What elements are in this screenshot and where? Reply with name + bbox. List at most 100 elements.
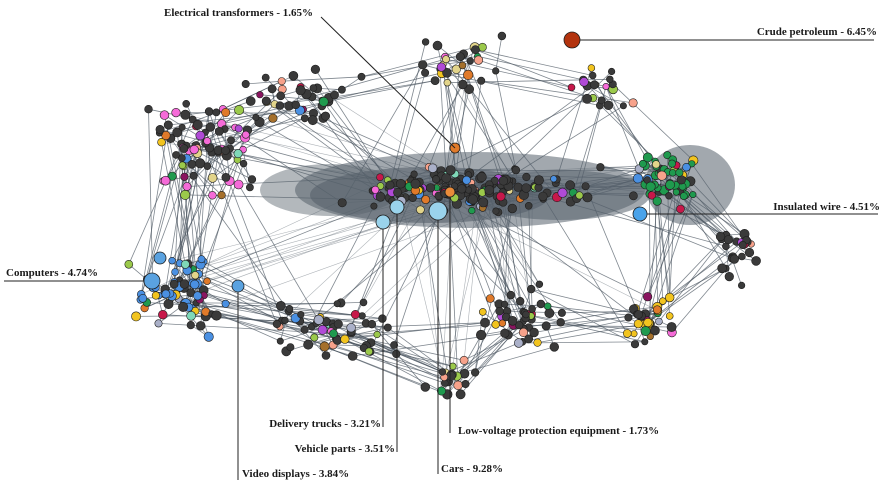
product-node <box>267 84 277 94</box>
product-node <box>459 355 469 365</box>
network-edge <box>196 302 338 305</box>
product-node <box>421 195 431 204</box>
product-node <box>737 281 746 290</box>
product-node <box>666 322 677 332</box>
network-edge <box>328 80 436 102</box>
product-node <box>596 163 605 172</box>
product-node <box>189 145 199 155</box>
network-edge <box>531 288 636 345</box>
product-node <box>471 368 480 377</box>
network-edge <box>159 129 231 149</box>
product-node <box>172 151 180 159</box>
product-node <box>633 319 643 329</box>
product-node <box>495 307 504 316</box>
product-node <box>214 126 224 136</box>
network-edge <box>669 268 727 298</box>
product-node <box>652 305 662 315</box>
product-node <box>715 231 726 242</box>
product-node <box>180 172 189 181</box>
product-node <box>358 312 366 320</box>
product-node <box>252 113 260 121</box>
product-node <box>467 194 478 205</box>
product-node <box>245 96 256 106</box>
product-node <box>492 207 500 215</box>
product-node <box>180 259 190 269</box>
product-node <box>550 175 558 183</box>
network-edge <box>399 192 448 395</box>
product-node <box>155 125 165 135</box>
product-node <box>285 304 294 313</box>
network-edge <box>148 109 154 288</box>
product-node <box>498 176 509 186</box>
product-node <box>496 191 506 202</box>
product-node <box>178 154 186 162</box>
product-node <box>196 321 206 331</box>
product-node <box>390 341 398 349</box>
product-node <box>647 191 657 200</box>
network-edge <box>428 47 476 168</box>
product-node <box>431 175 440 184</box>
product-node <box>458 79 468 90</box>
product-node <box>524 202 533 210</box>
product-node <box>665 312 674 320</box>
product-node <box>359 298 368 307</box>
product-node <box>468 207 476 215</box>
product-node <box>350 309 360 319</box>
product-node <box>212 108 221 117</box>
product-node <box>346 323 356 333</box>
product-node <box>672 188 680 196</box>
product-node <box>261 73 270 82</box>
product-node <box>395 178 406 189</box>
product-node <box>195 130 206 141</box>
product-node <box>167 171 177 181</box>
network-edge <box>328 80 436 99</box>
product-node <box>478 308 487 316</box>
label-text: Cars - 9.28% <box>441 463 503 475</box>
product-node <box>227 136 235 145</box>
label-insulated-wire: Insulated wire - 4.51% <box>647 201 880 215</box>
network-edge <box>725 246 730 277</box>
network-edge <box>140 124 169 300</box>
product-node <box>484 184 495 195</box>
product-node <box>151 291 160 300</box>
product-node <box>581 182 590 191</box>
product-node <box>190 279 200 290</box>
network-edge <box>173 127 183 285</box>
product-node <box>307 115 318 126</box>
product-node <box>276 337 284 345</box>
product-node <box>245 183 254 192</box>
product-node <box>233 179 244 190</box>
product-node <box>268 113 278 123</box>
network-edge <box>370 351 452 377</box>
product-node <box>630 340 640 349</box>
product-node <box>476 172 487 183</box>
product-node <box>676 175 686 185</box>
product-node <box>207 173 218 183</box>
product-node <box>668 169 677 177</box>
product-node <box>462 175 471 185</box>
product-node <box>410 170 418 178</box>
product-node <box>154 319 163 328</box>
product-node <box>300 114 309 123</box>
product-node <box>272 319 282 329</box>
product-node <box>507 203 517 214</box>
product-node <box>186 310 196 321</box>
network-edge <box>475 49 593 76</box>
product-node <box>425 183 436 193</box>
network-edge <box>244 105 323 138</box>
network-edge <box>334 76 362 96</box>
product-node <box>203 331 214 342</box>
product-node <box>630 330 638 338</box>
product-node <box>645 181 656 192</box>
leader-line <box>320 16 456 149</box>
product-node <box>191 271 200 280</box>
product-node <box>193 291 203 301</box>
product-node <box>485 294 495 303</box>
product-node <box>138 293 148 303</box>
label-text: Computers - 4.74% <box>6 267 98 279</box>
label-text: Delivery trucks - 3.21% <box>269 418 381 430</box>
product-node <box>261 96 271 106</box>
product-node <box>676 204 685 214</box>
product-node <box>533 338 542 347</box>
product-node <box>639 159 647 168</box>
